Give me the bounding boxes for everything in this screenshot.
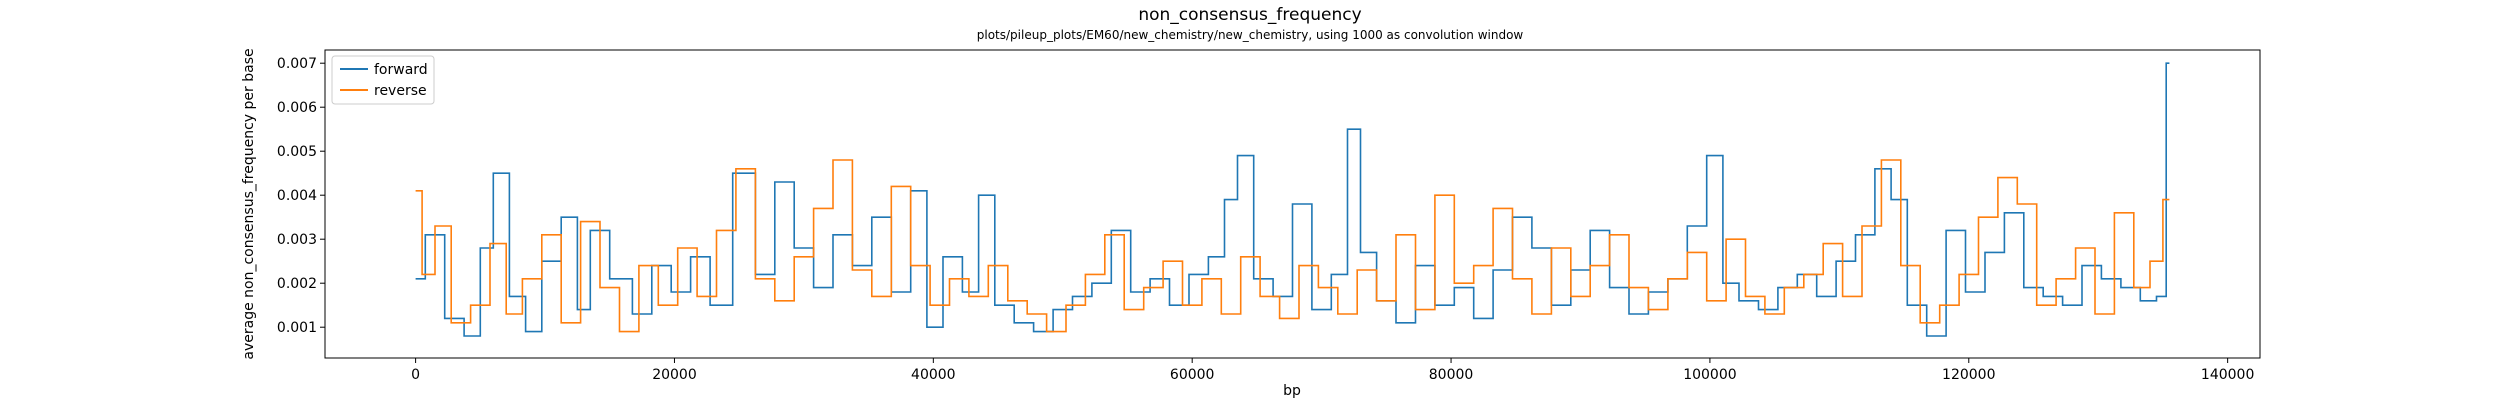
series-line-forward — [415, 62, 2170, 337]
x-axis: 0 20000 40000 60000 80000 100000 120000 140000 — [411, 358, 2254, 383]
x-tick-label: 40000 — [911, 367, 956, 383]
x-tick-label: 120000 — [1942, 367, 1995, 383]
y-tick-label: 0.005 — [277, 144, 317, 160]
y-axis: 0.001 0.002 0.003 0.004 0.005 0.006 0.007 — [277, 56, 325, 336]
plot-frame — [324, 49, 2261, 359]
y-tick-label: 0.001 — [277, 320, 317, 336]
y-tick-label: 0.003 — [277, 232, 317, 248]
y-tick-label: 0.004 — [277, 188, 317, 204]
x-tick-label: 140000 — [2201, 367, 2254, 383]
legend: forward reverse — [331, 55, 435, 105]
x-tick-label: 0 — [411, 367, 420, 383]
legend-label-reverse: reverse — [374, 83, 427, 99]
y-tick-label: 0.007 — [277, 56, 317, 72]
legend-label-forward: forward — [374, 62, 428, 78]
series-line-reverse — [415, 159, 2170, 333]
chart-subtitle: plots/pileup_plots/EM60/new_chemistry/ne… — [977, 28, 1524, 42]
y-tick-label: 0.002 — [277, 276, 317, 292]
x-tick-label: 80000 — [1429, 367, 1474, 383]
x-axis-label: bp — [1283, 383, 1301, 399]
x-tick-label: 60000 — [1170, 367, 1215, 383]
y-tick-label: 0.006 — [277, 100, 317, 116]
chart-title: non_consensus_frequency — [1138, 5, 1361, 25]
x-tick-label: 100000 — [1683, 367, 1736, 383]
series-layer — [415, 62, 2170, 337]
x-tick-label: 20000 — [652, 367, 697, 383]
y-axis-label: average non_consensus_frequency per base — [241, 48, 257, 359]
